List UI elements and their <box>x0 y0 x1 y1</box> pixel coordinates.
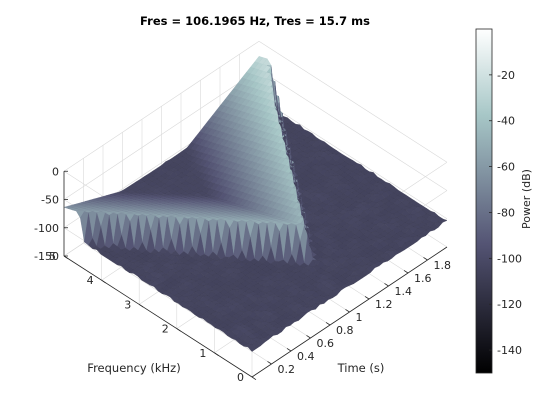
time-tick-label: 0.6 <box>317 337 335 350</box>
colorbar-tick-label: -100 <box>497 252 522 265</box>
frequency-tick-label: 5 <box>49 250 56 263</box>
surface-patch <box>438 218 448 223</box>
colorbar-ticks: -20 -40 -60 -80 -100 -120 -140 <box>489 69 522 357</box>
z-axis-ticks: 0 -50 -100 -150 <box>34 165 68 263</box>
time-tick-mark <box>364 296 370 300</box>
z-tick-label: -50 <box>41 194 59 207</box>
time-tick-mark <box>403 270 409 274</box>
time-tick-mark <box>306 335 311 339</box>
grid-line <box>258 97 448 220</box>
time-tick-label: 1.6 <box>414 272 432 285</box>
colorbar-gradient <box>475 28 493 374</box>
colorbar-tick-label: -140 <box>497 344 522 357</box>
colorbar-tick-label: -60 <box>497 161 515 174</box>
time-tick-label: 1.2 <box>375 298 393 311</box>
colorbar: -20 -40 -60 -80 -100 -120 -140 Power (dB) <box>475 28 533 374</box>
time-tick-label: 0.2 <box>278 363 296 376</box>
colorbar-tick-label: -40 <box>497 115 515 128</box>
frequency-tick-mark <box>214 352 219 356</box>
z-tick-label: -150 <box>34 250 59 263</box>
frequency-tick-label: 3 <box>124 298 131 311</box>
frequency-axis-label: Frequency (kHz) <box>87 361 180 375</box>
time-axis-label: Time (s) <box>337 361 385 375</box>
frequency-tick-mark <box>101 279 106 284</box>
frequency-tick-label: 0 <box>237 371 244 384</box>
axis-line <box>63 255 253 378</box>
time-tick-label: 1 <box>356 311 363 324</box>
colorbar-label: Power (dB) <box>520 169 533 229</box>
time-tick-label: 1.4 <box>395 285 413 298</box>
time-tick-mark <box>286 348 292 352</box>
surface-plot <box>63 56 448 352</box>
frequency-tick-mark <box>63 255 69 260</box>
time-tick-label: 0.8 <box>336 324 354 337</box>
frequency-tick-label: 2 <box>162 323 169 336</box>
z-tick-label: 0 <box>52 165 59 178</box>
frequency-tick-label: 1 <box>199 347 206 360</box>
grid-line <box>258 40 448 163</box>
time-axis-ticks: 0.20.40.60.81 1.21.41.61.8 <box>267 257 452 376</box>
time-tick-label: 1.8 <box>434 259 452 272</box>
chart-title: Fres = 106.1965 Hz, Tres = 15.7 ms <box>140 14 370 28</box>
z-tick-label: -100 <box>34 222 59 235</box>
time-tick-mark <box>267 361 272 365</box>
grid-line <box>258 69 448 191</box>
frequency-axis-ticks: 0 1 2 3 4 5 <box>49 250 257 384</box>
time-tick-mark <box>345 309 350 313</box>
colorbar-tick-label: -80 <box>497 206 515 219</box>
colorbar-tick-label: -120 <box>497 298 522 311</box>
frequency-tick-mark <box>138 304 144 308</box>
time-tick-mark <box>423 257 428 261</box>
frequency-tick-label: 4 <box>87 274 94 287</box>
frequency-tick-mark <box>176 328 182 332</box>
time-tick-label: 0.4 <box>297 350 315 363</box>
frequency-tick-mark <box>251 376 257 381</box>
time-tick-mark <box>325 322 331 326</box>
time-tick-mark <box>384 283 389 287</box>
colorbar-tick-label: -20 <box>497 69 515 82</box>
